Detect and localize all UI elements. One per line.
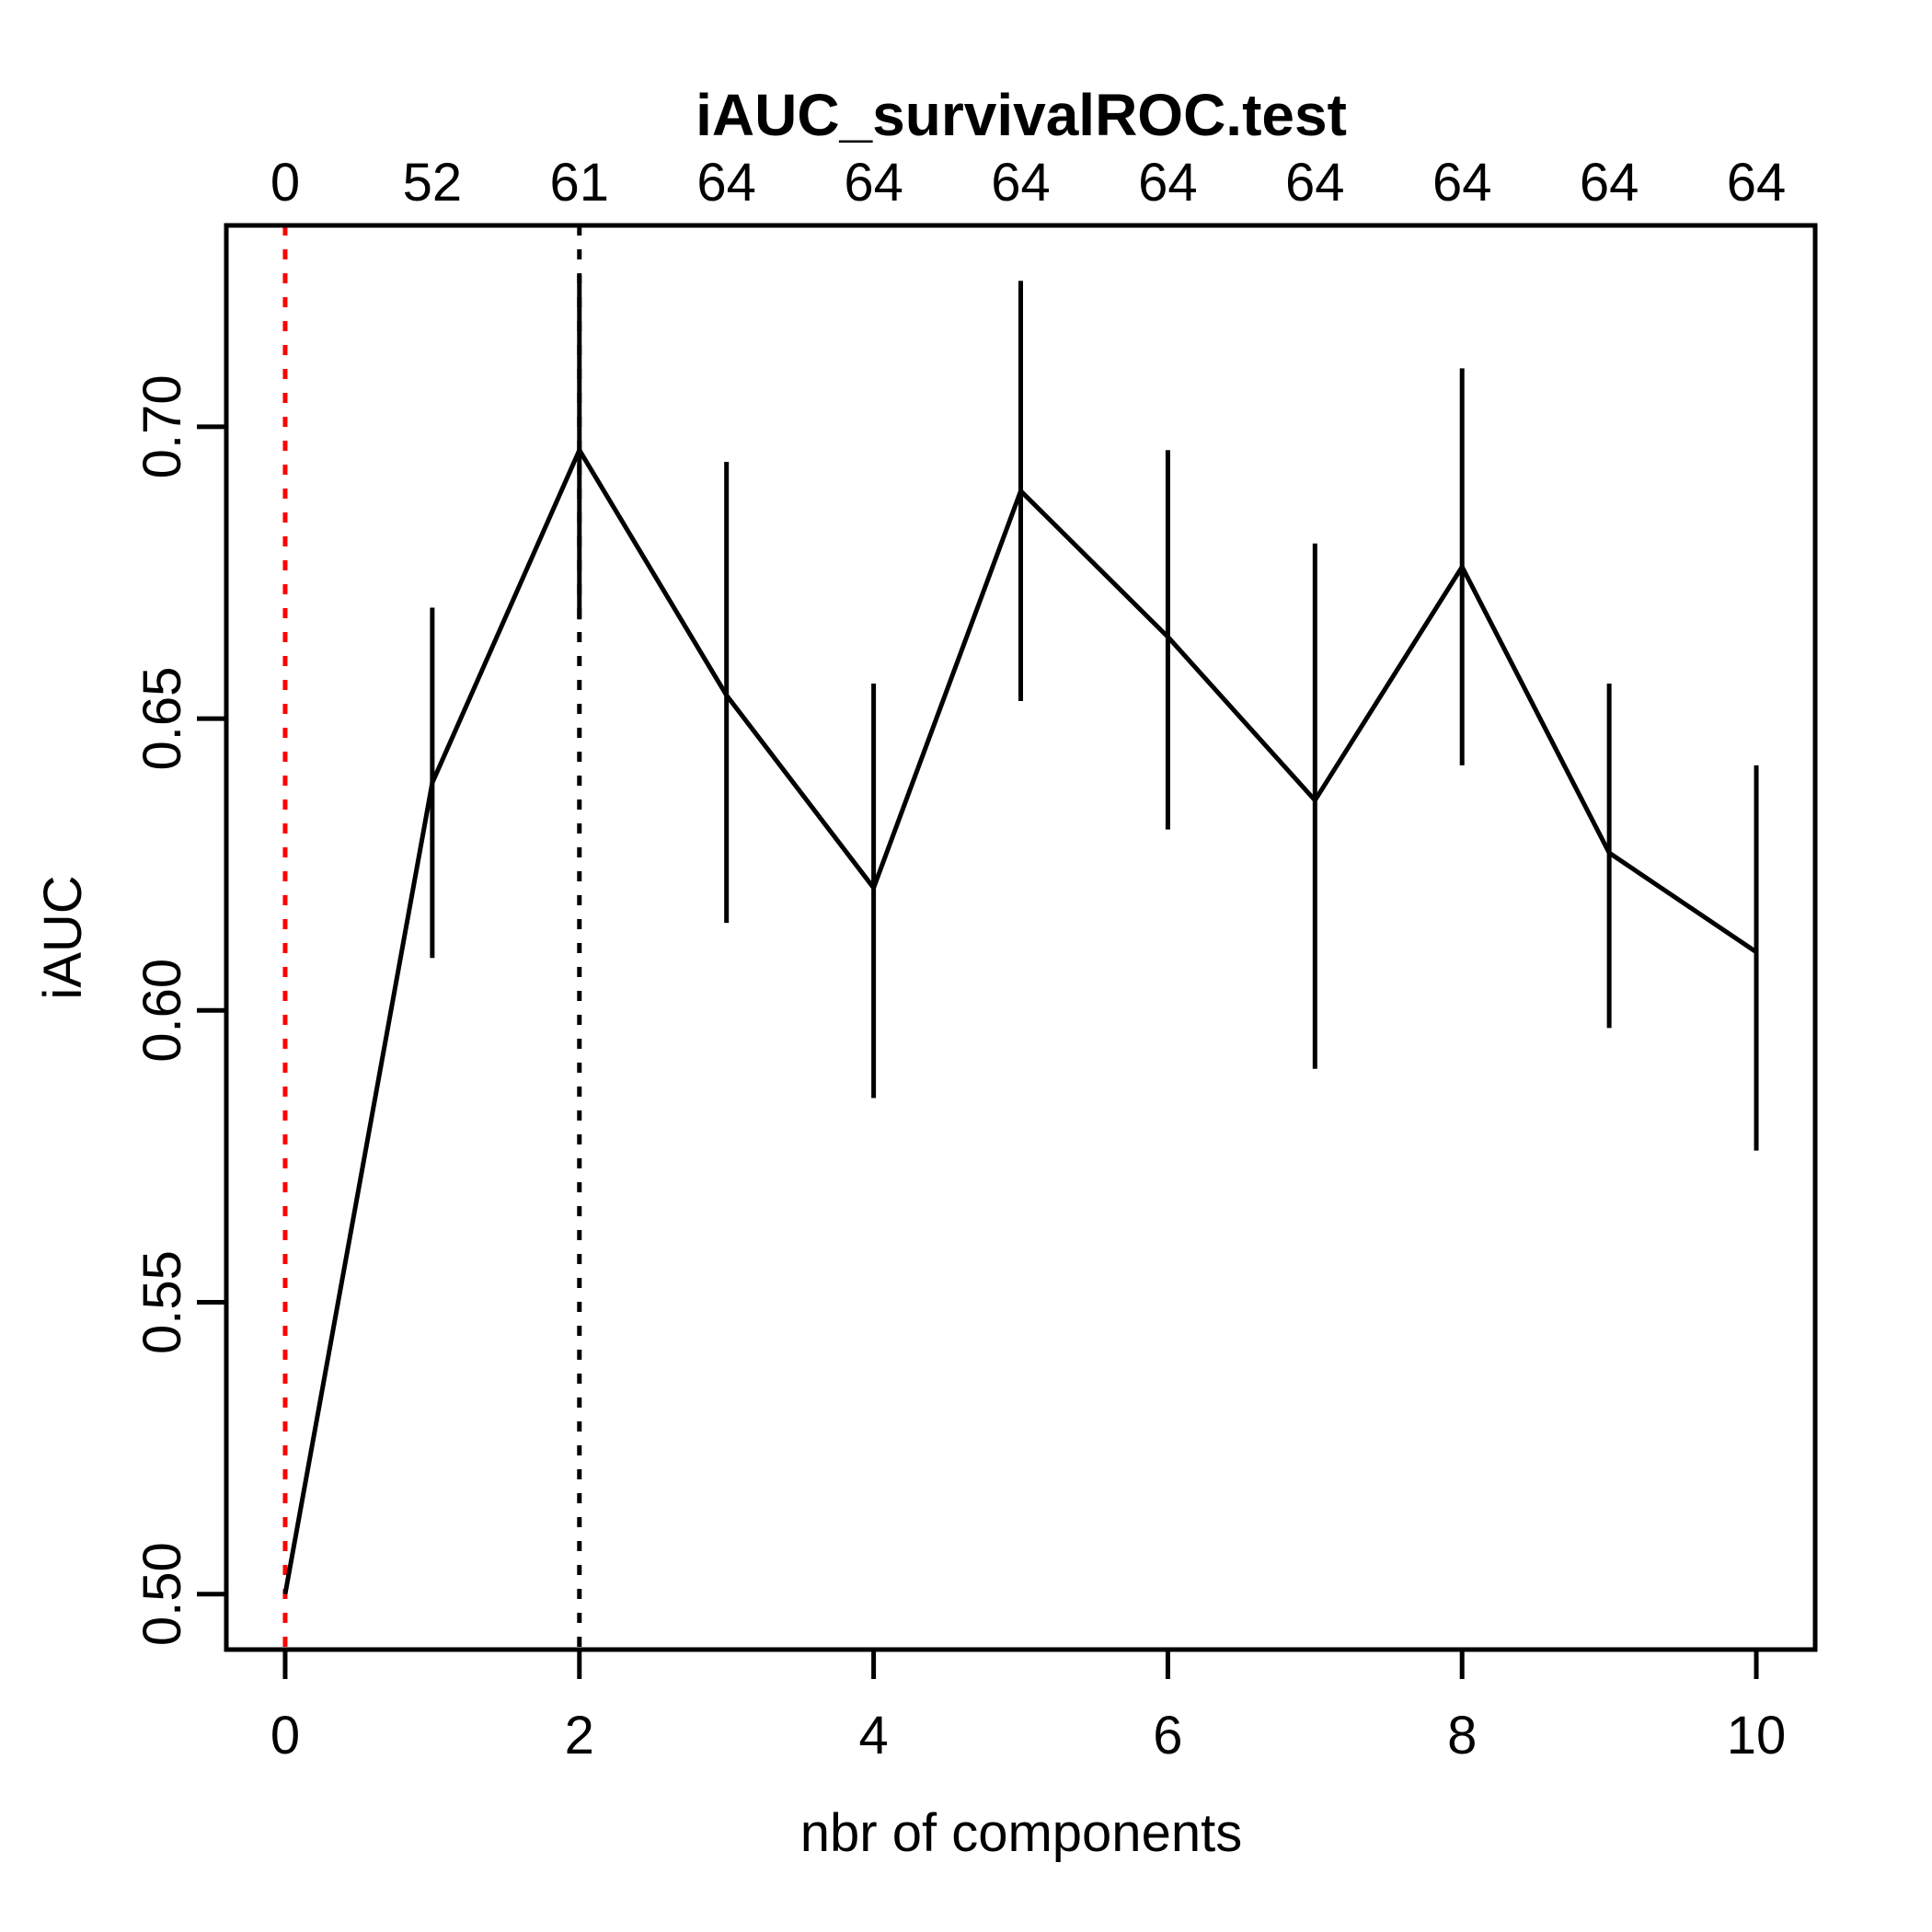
y-tick-label: 0.60 <box>132 959 192 1063</box>
plot-box <box>224 223 1818 1652</box>
x-tick-label: 4 <box>858 1706 888 1765</box>
top-axis-count-label: 64 <box>696 153 756 213</box>
x-tick-label: 8 <box>1447 1706 1477 1765</box>
top-axis-count-label: 64 <box>1432 153 1492 213</box>
top-axis-count-label: 0 <box>270 153 300 213</box>
x-axis-label: nbr of components <box>800 1803 1242 1863</box>
top-axis-count-label: 64 <box>1285 153 1345 213</box>
y-tick-label: 0.50 <box>132 1542 192 1646</box>
plot-area: 0.50 0.55 0.60 0.65 0.70 0 2 4 6 8 10 0 52 61 64 64 64 64… <box>132 153 1818 1765</box>
top-axis-count-label: 64 <box>1580 153 1639 213</box>
x-tick-label: 10 <box>1727 1706 1787 1765</box>
top-axis-count-label: 64 <box>991 153 1051 213</box>
x-tick-label: 0 <box>270 1706 300 1765</box>
top-axis-count-label: 64 <box>1727 153 1787 213</box>
chart-title: iAUC_survivalROC.test <box>696 82 1347 148</box>
top-axis-count-label: 64 <box>844 153 903 213</box>
top-axis-count-label: 64 <box>1138 153 1198 213</box>
y-tick-label: 0.70 <box>132 374 192 478</box>
y-axis-label: iAUC <box>33 875 93 999</box>
x-tick-label: 2 <box>565 1706 594 1765</box>
y-tick-label: 0.65 <box>132 667 192 771</box>
y-tick-label: 0.55 <box>132 1250 192 1354</box>
top-axis-count-label: 52 <box>403 153 463 213</box>
x-tick-label: 6 <box>1153 1706 1182 1765</box>
iauc-mean-line <box>282 444 1758 1595</box>
top-axis-count-label: 61 <box>550 153 610 213</box>
